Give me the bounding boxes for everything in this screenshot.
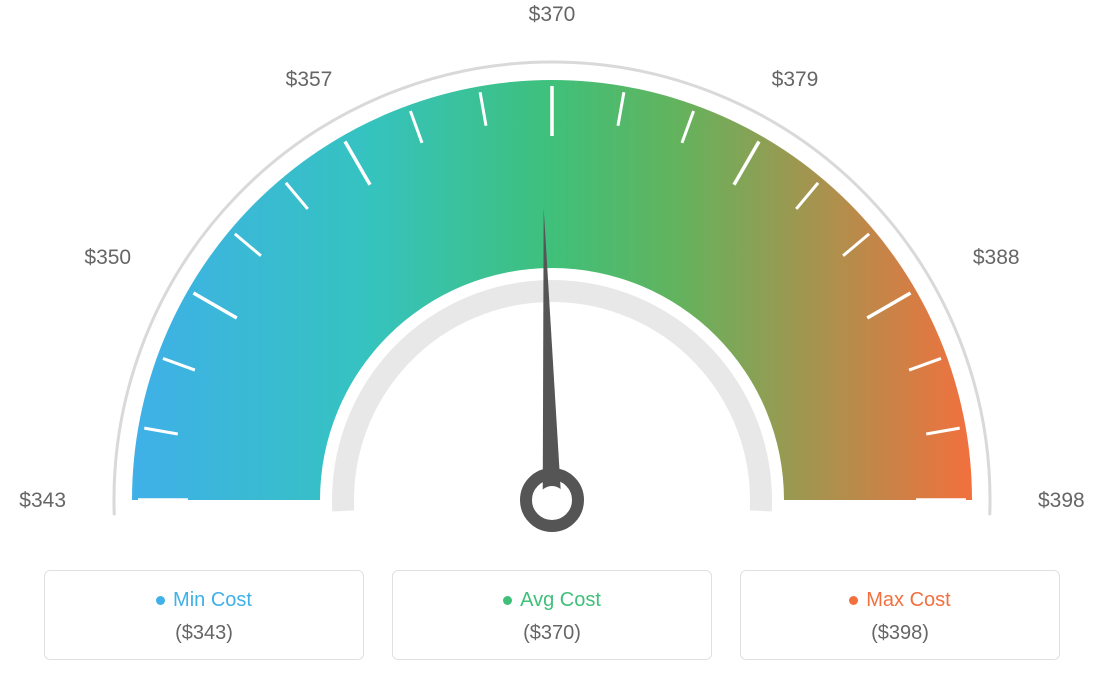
- legend-title-max: Max Cost: [849, 589, 950, 612]
- svg-text:$398: $398: [1038, 489, 1085, 512]
- legend-label: Min Cost: [173, 589, 252, 612]
- dot-icon: [849, 596, 858, 605]
- legend-row: Min Cost ($343) Avg Cost ($370) Max Cost…: [0, 570, 1104, 660]
- dot-icon: [503, 596, 512, 605]
- legend-value-avg: ($370): [403, 622, 701, 645]
- legend-card-min: Min Cost ($343): [44, 570, 364, 660]
- legend-card-max: Max Cost ($398): [740, 570, 1060, 660]
- legend-card-avg: Avg Cost ($370): [392, 570, 712, 660]
- gauge-chart: $343 $350 $357 $370 $379 $388 $398: [0, 0, 1104, 560]
- gauge-svg: $343 $350 $357 $370 $379 $388 $398: [0, 0, 1104, 560]
- dot-icon: [156, 596, 165, 605]
- svg-text:$343: $343: [19, 489, 66, 512]
- legend-label: Avg Cost: [520, 589, 601, 612]
- svg-text:$350: $350: [84, 246, 131, 269]
- legend-value-min: ($343): [55, 622, 353, 645]
- svg-text:$388: $388: [973, 246, 1020, 269]
- svg-text:$379: $379: [772, 68, 819, 91]
- legend-value-max: ($398): [751, 622, 1049, 645]
- legend-title-avg: Avg Cost: [503, 589, 601, 612]
- legend-label: Max Cost: [866, 589, 950, 612]
- legend-title-min: Min Cost: [156, 589, 252, 612]
- svg-text:$357: $357: [286, 68, 333, 91]
- svg-text:$370: $370: [529, 3, 576, 26]
